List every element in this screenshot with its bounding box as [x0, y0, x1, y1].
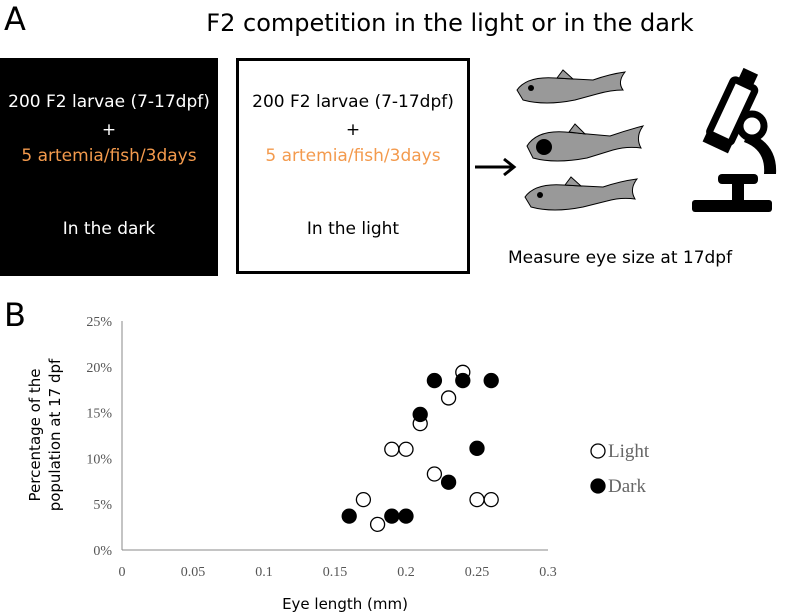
- data-point-light: [369, 516, 386, 533]
- light-condition-box: 200 F2 larvae (7-17dpf) + 5 artemia/fish…: [236, 58, 470, 274]
- legend-marker-light: [590, 443, 606, 459]
- legend: Light Dark: [590, 441, 650, 497]
- legend-label-light: Light: [608, 441, 650, 462]
- data-point-dark: [426, 372, 443, 389]
- panel-a-letter: A: [4, 0, 26, 38]
- data-point-dark: [398, 508, 414, 524]
- data-point-dark: [384, 508, 400, 524]
- fish-icon: [526, 123, 645, 162]
- x-tick-label: 0.15: [323, 565, 348, 580]
- microscope-icon: [692, 67, 777, 212]
- legend-marker-dark: [590, 478, 606, 494]
- measure-label: Measure eye size at 17dpf: [508, 248, 733, 268]
- light-box-food-text: 5 artemia/fish/3days: [265, 146, 441, 166]
- data-point-dark: [455, 372, 471, 389]
- data-point-light: [440, 390, 457, 406]
- data-point-light: [398, 441, 414, 457]
- y-tick-label: 20%: [86, 361, 112, 376]
- y-tick-label: 10%: [86, 452, 112, 467]
- dark-box-condition: In the dark: [62, 219, 156, 239]
- data-point-dark: [469, 440, 485, 456]
- data-point-light: [483, 491, 499, 508]
- x-tick-label: 0.3: [539, 565, 557, 580]
- data-point-dark: [483, 372, 499, 389]
- panel-a-title: F2 competition in the light or in the da…: [206, 9, 694, 37]
- x-tick-label: 0.2: [397, 565, 415, 580]
- light-box-larvae-text: 200 F2 larvae (7-17dpf): [252, 92, 454, 112]
- y-axis-title-line2: population at 17 dpf: [46, 358, 64, 511]
- y-axis-title-line1: Percentage of the: [26, 369, 44, 502]
- dark-condition-box: 200 F2 larvae (7-17dpf) + 5 artemia/fish…: [0, 58, 218, 276]
- x-tick-label: 0.05: [181, 565, 206, 580]
- fish-icon: [524, 176, 639, 211]
- fish-icon: [516, 69, 627, 104]
- x-axis-title: Eye length (mm): [282, 595, 408, 613]
- data-point-light: [355, 491, 372, 508]
- x-tick-label: 0.1: [255, 565, 273, 580]
- data-point-light: [384, 441, 400, 457]
- arrow-right-icon: [475, 157, 517, 177]
- dark-box-larvae-text: 200 F2 larvae (7-17dpf): [8, 92, 210, 112]
- light-box-condition: In the light: [306, 219, 400, 239]
- light-box-plus: +: [345, 120, 361, 140]
- data-point-dark: [341, 508, 357, 524]
- x-tick-label: 0: [119, 565, 126, 580]
- y-tick-label: 25%: [86, 315, 112, 330]
- x-tick-label: 0.25: [465, 565, 490, 580]
- dark-box-plus: +: [101, 120, 117, 140]
- data-point-light: [426, 466, 443, 482]
- eye-size-scatter-chart: Percentage of the population at 17 dpf 0…: [26, 315, 650, 613]
- legend-label-dark: Dark: [608, 476, 646, 497]
- y-tick-label: 5%: [93, 498, 112, 513]
- y-tick-label: 0%: [93, 544, 112, 559]
- data-point-dark: [412, 406, 428, 423]
- panel-b-letter: B: [4, 296, 26, 334]
- experiment-illustration: [475, 67, 777, 212]
- data-point-dark: [440, 474, 457, 490]
- y-tick-label: 15%: [86, 407, 112, 422]
- dark-box-food-text: 5 artemia/fish/3days: [21, 146, 197, 166]
- data-point-light: [469, 491, 485, 508]
